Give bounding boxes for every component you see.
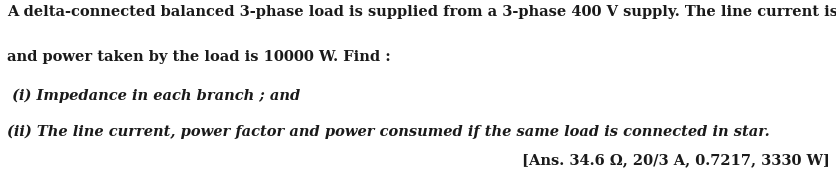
Text: and power taken by the load is 10000 W. Find :: and power taken by the load is 10000 W. …: [7, 50, 390, 64]
Text: A delta-connected balanced 3-phase load is supplied from a 3-phase 400 V supply.: A delta-connected balanced 3-phase load …: [7, 5, 836, 19]
Text: (i) Impedance in each branch ; and: (i) Impedance in each branch ; and: [7, 89, 299, 103]
Text: (ii) The line current, power factor and power consumed if the same load is conne: (ii) The line current, power factor and …: [7, 125, 768, 139]
Text: [Ans. 34.6 Ω, 20/3 A, 0.7217, 3330 W]: [Ans. 34.6 Ω, 20/3 A, 0.7217, 3330 W]: [522, 153, 829, 167]
